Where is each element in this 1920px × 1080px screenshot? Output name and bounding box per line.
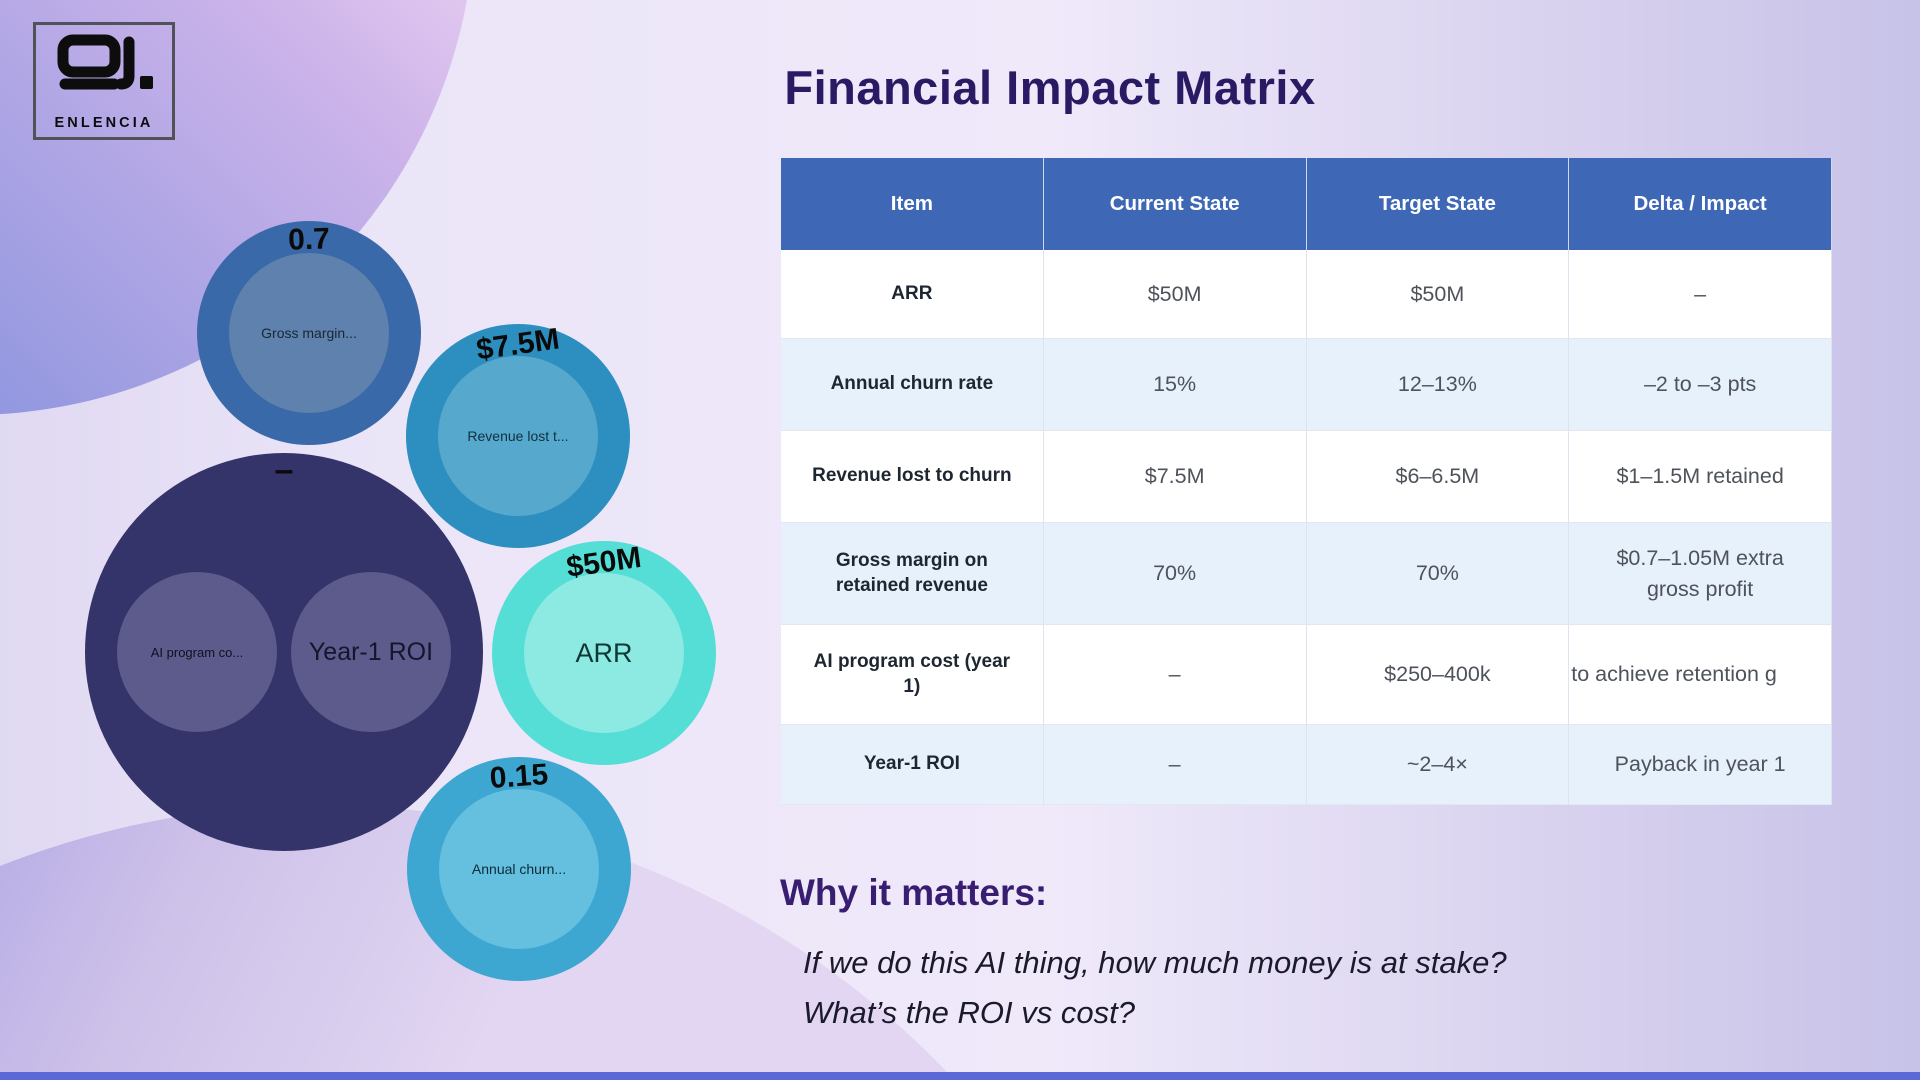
table-cell-delta: –2 to –3 pts <box>1569 339 1832 431</box>
financial-impact-table: Item Current State Target State Delta / … <box>781 158 1832 805</box>
table-header-item: Item <box>781 158 1044 250</box>
table-row-gross-margin: Gross margin on retained revenue 70% 70%… <box>781 523 1832 625</box>
bubble-arr-label: ARR <box>524 573 684 733</box>
table-row-ai-program-cost: AI program cost (year 1) – $250–400k to … <box>781 625 1832 725</box>
table-row-annual-churn-rate: Annual churn rate 15% 12–13% –2 to –3 pt… <box>781 339 1832 431</box>
table-cell-target: 70% <box>1306 523 1570 625</box>
table-cell-delta: to achieve retention g <box>1569 625 1832 725</box>
table-header-delta-impact: Delta / Impact <box>1569 158 1832 250</box>
table-cell-target: $50M <box>1306 250 1570 339</box>
quote-line-1: If we do this AI thing, how much money i… <box>803 945 1507 980</box>
table-cell-current: – <box>1043 625 1307 725</box>
table-cell-delta: – <box>1569 250 1832 339</box>
table-cell-current: $7.5M <box>1043 431 1307 523</box>
table-cell-current: 70% <box>1043 523 1307 625</box>
table-cell-target: 12–13% <box>1306 339 1570 431</box>
table-cell-delta: Payback in year 1 <box>1569 725 1832 805</box>
why-it-matters-quote: If we do this AI thing, how much money i… <box>803 938 1507 1038</box>
bubble-annual-churn-label: Annual churn... <box>439 789 599 949</box>
bubble-ai-program-cost-label: AI program co... <box>117 572 277 732</box>
table-cell-item: ARR <box>781 250 1044 339</box>
bubble-arr: $50M ARR <box>492 541 716 765</box>
enlencia-logo-icon <box>57 34 153 90</box>
table-cell-item: Year-1 ROI <box>781 725 1044 805</box>
table-row-revenue-lost-to-churn: Revenue lost to churn $7.5M $6–6.5M $1–1… <box>781 431 1832 523</box>
page-title: Financial Impact Matrix <box>784 61 1316 114</box>
why-it-matters-heading: Why it matters: <box>780 872 1048 913</box>
table-header-current-state: Current State <box>1043 158 1307 250</box>
enlencia-logo: ENLENCIA <box>33 22 175 140</box>
bubble-gross-margin-label: Gross margin... <box>229 253 389 413</box>
bottom-accent-bar <box>0 1072 1920 1080</box>
table-header-target-state: Target State <box>1306 158 1570 250</box>
table-cell-target: $250–400k <box>1306 625 1570 725</box>
bubble-year1-roi-label: Year-1 ROI <box>291 572 451 732</box>
table-row-year1-roi: Year-1 ROI – ~2–4× Payback in year 1 <box>781 725 1832 805</box>
table-header-row: Item Current State Target State Delta / … <box>781 158 1832 250</box>
table-cell-item: Gross margin on retained revenue <box>781 523 1044 625</box>
bubble-program-roi-value: – <box>274 451 294 489</box>
quote-line-2: What’s the ROI vs cost? <box>803 995 1135 1030</box>
table-cell-item: AI program cost (year 1) <box>781 625 1044 725</box>
table-cell-target: ~2–4× <box>1306 725 1570 805</box>
table-cell-target: $6–6.5M <box>1306 431 1570 523</box>
bubble-revenue-lost: $7.5M Revenue lost t... <box>406 322 630 548</box>
logo-brand-text: ENLENCIA <box>54 115 154 131</box>
table-cell-item: Revenue lost to churn <box>781 431 1044 523</box>
table-cell-item: Annual churn rate <box>781 339 1044 431</box>
table-cell-current: – <box>1043 725 1307 805</box>
bubble-gross-margin: 0.7 Gross margin... <box>197 221 421 445</box>
bubble-program-roi: – AI program co... Year-1 ROI <box>85 451 483 851</box>
table-row-arr: ARR $50M $50M – <box>781 250 1832 339</box>
bubble-annual-churn: 0.15 Annual churn... <box>407 757 631 981</box>
table-cell-current: 15% <box>1043 339 1307 431</box>
bubble-revenue-lost-label: Revenue lost t... <box>438 356 598 516</box>
table-cell-current: $50M <box>1043 250 1307 339</box>
table-cell-delta: $1–1.5M retained <box>1569 431 1832 523</box>
table-cell-delta: $0.7–1.05M extra gross profit <box>1569 523 1832 625</box>
